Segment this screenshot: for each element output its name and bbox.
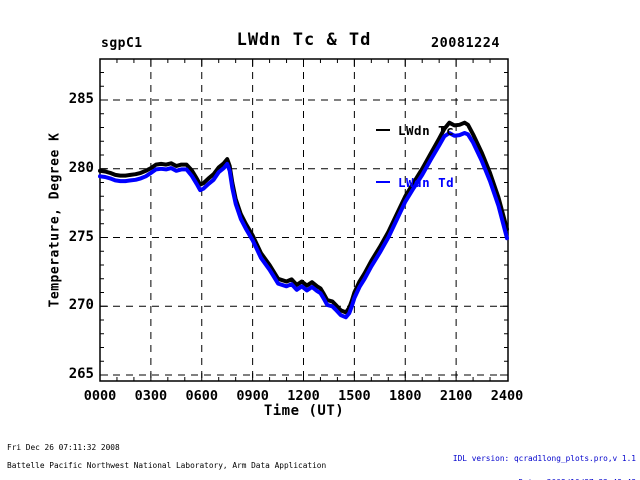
footer-generated-timestamp: Fri Dec 26 07:11:32 2008 (7, 443, 120, 452)
footer-build-date: Date: 2008/10/27 22:49:48 (392, 478, 636, 480)
y-tick-label: 285 (68, 91, 94, 107)
footer-version-block: IDL version: qcrad1long_plots.pro,v 1.1 … (392, 440, 636, 480)
x-tick-label: 2400 (490, 388, 524, 404)
legend: LWdn Tc LWdn Td (376, 85, 454, 227)
footer-idl-version: IDL version: qcrad1long_plots.pro,v 1.1 (452, 454, 636, 464)
legend-entry-td: LWdn Td (376, 174, 455, 190)
x-tick-label: 0900 (236, 388, 269, 404)
plot-date: 20081224 (431, 35, 501, 51)
y-tick-label: 280 (68, 159, 94, 176)
y-tick-label: 275 (68, 228, 94, 245)
x-tick-label: 1500 (338, 388, 371, 404)
legend-label-td: LWdn Td (398, 174, 455, 190)
plot-title: LWdn Tc & Td (236, 30, 372, 50)
x-tick-label: 0300 (134, 388, 168, 404)
x-tick-label: 1200 (287, 388, 320, 404)
x-tick-label: 0600 (185, 388, 218, 404)
legend-label-tc: LWdn Tc (398, 122, 455, 138)
tc-line-sample-icon (376, 129, 390, 131)
curve-lwdn-td (98, 131, 509, 320)
y-tick-label: 270 (68, 297, 94, 314)
legend-entry-tc: LWdn Tc (376, 122, 455, 138)
site-label: sgpC1 (101, 36, 143, 51)
y-tick-label: 265 (68, 366, 94, 382)
x-tick-label: 2100 (439, 388, 473, 404)
td-line-sample-icon (376, 181, 390, 183)
plot-frame (99, 58, 509, 382)
curve-lwdn-tc (98, 120, 509, 315)
x-tick-label: 1800 (388, 388, 422, 404)
footer-organization: Battelle Pacific Northwest National Labo… (7, 461, 327, 470)
x-tick-label: 0000 (83, 388, 117, 404)
x-axis-title: Time (UT) (263, 403, 345, 419)
